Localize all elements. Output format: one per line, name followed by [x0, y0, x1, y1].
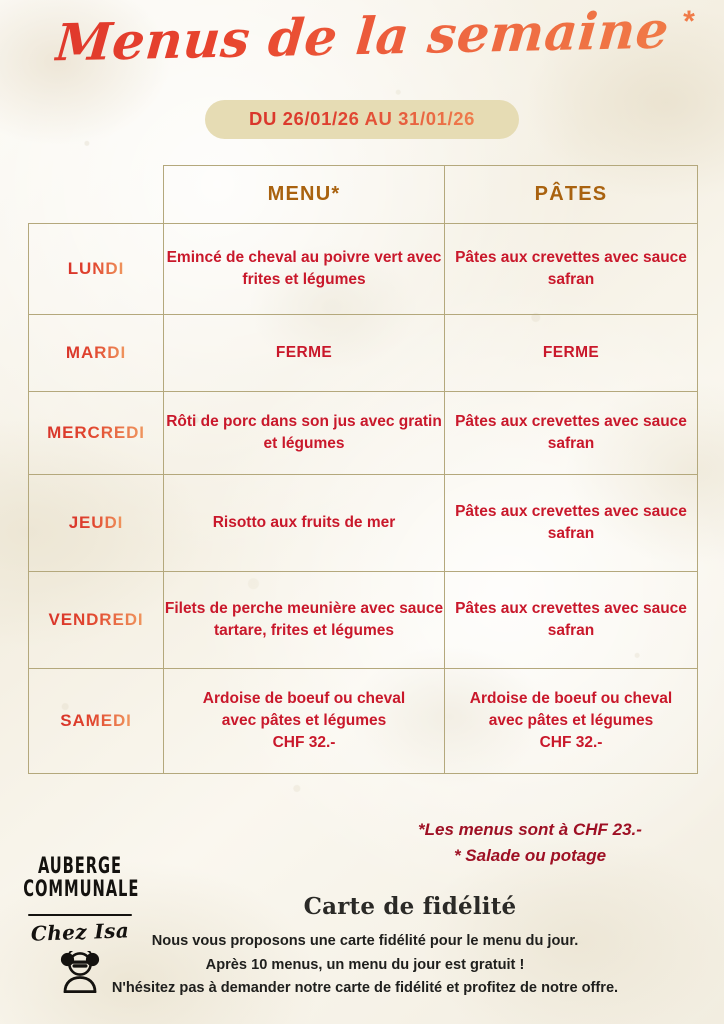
day-label-lundi: LUNDI: [28, 223, 164, 315]
table-header: MENU* PÂTES: [29, 165, 698, 224]
pates-cell-samedi-line1: Ardoise de boeuf ou cheval: [469, 690, 673, 707]
table-row: MERCREDI Rôti de porc dans son jus avec …: [28, 391, 698, 475]
day-text: MERCREDI: [47, 423, 145, 442]
price-note-line2: * Salade ou potage: [453, 845, 607, 865]
menu-cell-samedi-line1: Ardoise de boeuf ou cheval: [202, 690, 406, 707]
day-label-jeudi: JEUDI: [28, 474, 164, 572]
table-body: LUNDI Emincé de cheval au poivre vert av…: [28, 223, 698, 774]
day-text: VENDREDI: [48, 610, 144, 629]
loyalty-line2: Après 10 menus, un menu du jour est grat…: [205, 956, 525, 973]
date-range-container: DU 26/01/26 AU 31/01/26: [0, 100, 724, 139]
menu-cell-samedi-line3: CHF 32.-: [272, 734, 336, 751]
day-text: JEUDI: [68, 513, 124, 532]
menu-cell-mercredi: Rôti de porc dans son jus avec gratin et…: [163, 391, 445, 475]
day-text: LUNDI: [67, 259, 125, 278]
day-text: SAMEDI: [60, 711, 132, 730]
table-row: LUNDI Emincé de cheval au poivre vert av…: [28, 223, 698, 315]
menu-cell-mardi: FERME: [163, 314, 445, 392]
date-range-text: DU 26/01/26 AU 31/01/26: [249, 108, 475, 129]
table-header-pates: PÂTES: [444, 165, 698, 224]
pates-cell-vendredi: Pâtes aux crevettes avec sauce safran: [444, 571, 698, 669]
pates-cell-lundi: Pâtes aux crevettes avec sauce safran: [444, 223, 698, 315]
day-text: MARDI: [65, 343, 127, 362]
pates-cell-mardi: FERME: [444, 314, 698, 392]
page-title-container: Menus de la semaine *: [0, 5, 724, 67]
pates-cell-jeudi: Pâtes aux crevettes avec sauce safran: [444, 474, 698, 572]
pates-cell-mercredi: Pâtes aux crevettes avec sauce safran: [444, 391, 698, 475]
menu-cell-vendredi: Filets de perche meunière avec sauce tar…: [163, 571, 445, 669]
page-title-asterisk: *: [682, 5, 696, 39]
menu-cell-samedi-line2: avec pâtes et légumes: [221, 712, 387, 729]
day-label-mercredi: MERCREDI: [28, 391, 164, 475]
loyalty-line1: Nous vous proposons une carte fidélité p…: [151, 933, 579, 949]
menu-cell-jeudi: Risotto aux fruits de mer: [163, 474, 445, 572]
pates-cell-samedi-line2: avec pâtes et légumes: [488, 712, 654, 729]
day-label-vendredi: VENDREDI: [28, 571, 164, 669]
pates-cell-samedi: Ardoise de boeuf ou cheval avec pâtes et…: [444, 668, 698, 774]
menu-cell-samedi: Ardoise de boeuf ou cheval avec pâtes et…: [163, 668, 445, 774]
page-title-text: Menus de la semaine: [52, 0, 672, 74]
weekly-menu-table: MENU* PÂTES LUNDI Emincé de cheval au po…: [28, 165, 698, 774]
logo-divider: [28, 914, 132, 917]
date-range-badge: DU 26/01/26 AU 31/01/26: [205, 100, 519, 139]
logo-line-auberge: AUBERGE: [37, 852, 123, 879]
day-label-mardi: MARDI: [28, 314, 164, 392]
loyalty-line3: N'hésitez pas à demander notre carte de …: [111, 980, 619, 997]
table-row: JEUDI Risotto aux fruits de mer Pâtes au…: [28, 474, 698, 572]
logo-script-chez-isa: Chez Isa: [30, 918, 130, 947]
pates-cell-samedi-line3: CHF 32.-: [539, 734, 603, 751]
restaurant-logo: AUBERGE COMMUNALE Chez Isa: [14, 852, 146, 994]
day-label-samedi: SAMEDI: [28, 668, 164, 774]
table-row: MARDI FERME FERME: [28, 314, 698, 392]
price-notes: *Les menus sont à CHF 23.- * Salade ou p…: [360, 817, 700, 869]
table-header-row: MENU* PÂTES: [29, 165, 698, 224]
logo-line-communale: COMMUNALE: [23, 876, 140, 903]
table-header-day-spacer: [29, 166, 164, 224]
chef-figure-icon: [14, 951, 146, 994]
table-row: SAMEDI Ardoise de boeuf ou cheval avec p…: [28, 668, 698, 774]
price-note-line1: *Les menus sont à CHF 23.-: [418, 820, 642, 839]
table-row: VENDREDI Filets de perche meunière avec …: [28, 571, 698, 669]
table-header-menu: MENU*: [163, 165, 445, 224]
loyalty-card-description: Nous vous proposons une carte fidélité p…: [40, 930, 690, 1001]
menu-cell-lundi: Emincé de cheval au poivre vert avec fri…: [163, 223, 445, 315]
page-title: Menus de la semaine *: [52, 0, 696, 74]
loyalty-card-title: Carte de fidélité: [303, 893, 517, 920]
